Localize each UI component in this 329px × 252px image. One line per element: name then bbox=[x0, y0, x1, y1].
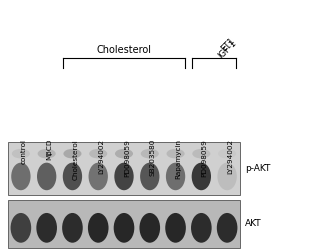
Ellipse shape bbox=[218, 149, 236, 159]
Text: Cholesterol: Cholesterol bbox=[72, 139, 78, 180]
Ellipse shape bbox=[166, 149, 185, 159]
Ellipse shape bbox=[141, 149, 159, 159]
Ellipse shape bbox=[63, 163, 82, 190]
Bar bbox=[8, 200, 240, 248]
Text: LY294002: LY294002 bbox=[98, 139, 104, 174]
Ellipse shape bbox=[217, 163, 237, 190]
Ellipse shape bbox=[191, 213, 212, 243]
Ellipse shape bbox=[62, 213, 83, 243]
Ellipse shape bbox=[166, 163, 185, 190]
Ellipse shape bbox=[11, 213, 31, 243]
Ellipse shape bbox=[89, 149, 107, 159]
Ellipse shape bbox=[37, 163, 56, 190]
Ellipse shape bbox=[165, 213, 186, 243]
Ellipse shape bbox=[217, 213, 238, 243]
Ellipse shape bbox=[114, 213, 134, 243]
Ellipse shape bbox=[11, 163, 31, 190]
Ellipse shape bbox=[37, 213, 57, 243]
Text: IGF-1: IGF-1 bbox=[216, 38, 238, 60]
Ellipse shape bbox=[63, 149, 82, 159]
Ellipse shape bbox=[140, 163, 160, 190]
Text: Cholesterol: Cholesterol bbox=[96, 45, 151, 55]
Text: control: control bbox=[21, 139, 27, 164]
Text: SB203580: SB203580 bbox=[150, 139, 156, 176]
Ellipse shape bbox=[192, 163, 211, 190]
Text: AKT: AKT bbox=[245, 219, 262, 229]
Text: PD098059: PD098059 bbox=[124, 139, 130, 177]
Text: ET1: ET1 bbox=[219, 36, 237, 53]
Ellipse shape bbox=[139, 213, 160, 243]
Ellipse shape bbox=[115, 149, 133, 159]
Bar bbox=[8, 142, 240, 195]
Text: MβCD: MβCD bbox=[47, 139, 53, 161]
Ellipse shape bbox=[38, 149, 56, 159]
Ellipse shape bbox=[114, 163, 134, 190]
Text: Rapamycin: Rapamycin bbox=[176, 139, 182, 179]
Ellipse shape bbox=[89, 163, 108, 190]
Text: PD098059: PD098059 bbox=[201, 139, 207, 177]
Ellipse shape bbox=[88, 213, 109, 243]
Ellipse shape bbox=[12, 149, 30, 159]
Text: p-AKT: p-AKT bbox=[245, 164, 270, 173]
Text: LY294002: LY294002 bbox=[227, 139, 233, 174]
Ellipse shape bbox=[192, 149, 210, 159]
